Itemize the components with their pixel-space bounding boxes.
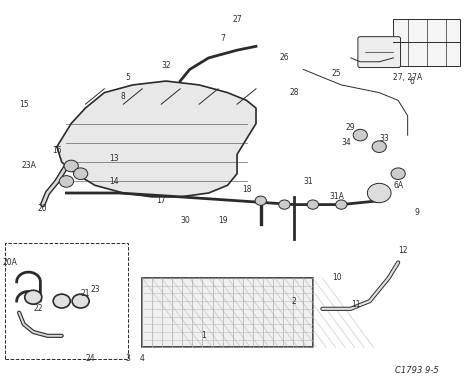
Text: 27: 27 [232,15,242,24]
Text: 31A: 31A [329,192,344,201]
Text: 23A: 23A [21,161,36,171]
Text: 9: 9 [415,208,419,217]
Text: 19: 19 [218,215,228,225]
Circle shape [372,141,386,152]
Text: 12: 12 [398,246,408,256]
Text: 30: 30 [180,215,190,225]
Text: 33: 33 [379,134,389,144]
Text: 24: 24 [85,354,95,364]
FancyBboxPatch shape [358,37,401,68]
Circle shape [72,294,89,308]
Text: 29: 29 [346,123,356,132]
Text: 20: 20 [38,204,47,213]
Circle shape [25,290,42,304]
Text: 11: 11 [351,300,360,310]
Text: 4: 4 [140,354,145,364]
Text: 25: 25 [332,69,341,78]
Text: 7: 7 [220,34,225,43]
Text: 6A: 6A [393,181,403,190]
Circle shape [367,183,391,203]
Text: 22: 22 [33,304,43,313]
Text: 21: 21 [81,289,90,298]
Text: 26: 26 [280,53,289,63]
Text: C1793 9-5: C1793 9-5 [395,366,439,375]
Circle shape [391,168,405,179]
Text: 32: 32 [161,61,171,70]
Text: 28: 28 [289,88,299,97]
Text: 6: 6 [410,76,415,86]
Text: 14: 14 [109,177,118,186]
Text: 23: 23 [90,285,100,294]
Text: 8: 8 [121,92,126,101]
Circle shape [336,200,347,209]
Text: 13: 13 [109,154,118,163]
Circle shape [307,200,319,209]
Text: 5: 5 [126,73,130,82]
Circle shape [73,168,88,179]
Text: 3: 3 [126,354,130,364]
Polygon shape [57,81,256,197]
Text: 17: 17 [156,196,166,205]
Text: 16: 16 [52,146,62,155]
Text: 27, 27A: 27, 27A [393,73,422,82]
Text: 34: 34 [341,138,351,147]
Text: 2: 2 [292,296,296,306]
Bar [393,19,460,66]
Text: 1: 1 [201,331,206,340]
Circle shape [255,196,266,205]
Text: 31: 31 [303,177,313,186]
Text: 15: 15 [19,100,28,109]
Circle shape [53,294,70,308]
Circle shape [59,176,73,187]
Text: 18: 18 [242,185,251,194]
Circle shape [64,160,78,172]
Text: 10: 10 [332,273,341,283]
Circle shape [279,200,290,209]
Circle shape [353,129,367,141]
Bar [142,278,313,347]
Text: 20A: 20A [2,258,17,267]
Bar [5,243,128,359]
